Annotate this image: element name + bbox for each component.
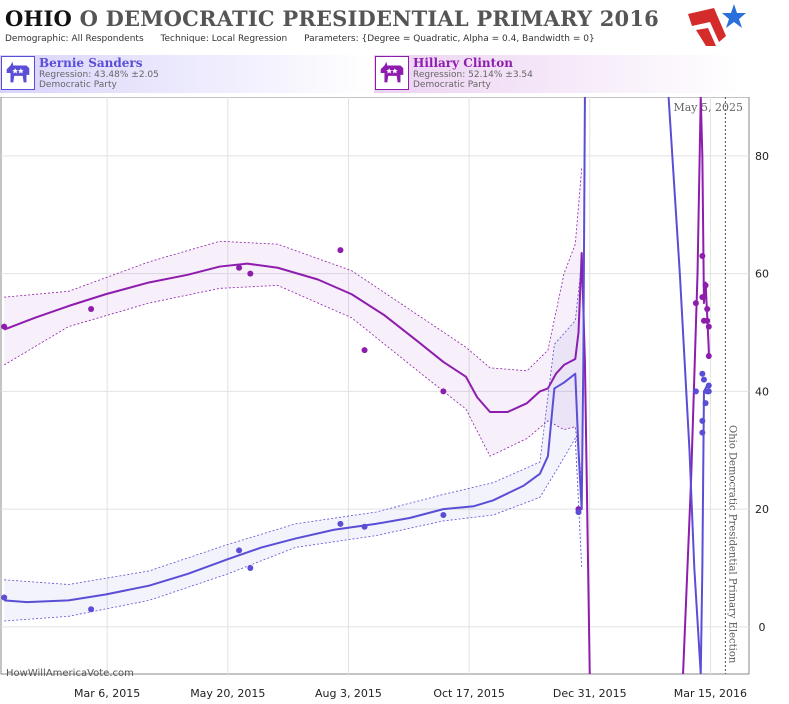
state-name: OHIO bbox=[5, 6, 73, 31]
candidate-regression-hillary: Regression: 52.14% ±3.54 bbox=[413, 70, 533, 80]
poll-point-sanders bbox=[236, 547, 243, 554]
candidate-party-hillary: Democratic Party bbox=[413, 80, 491, 90]
x-tick-label: Oct 17, 2015 bbox=[433, 687, 505, 700]
site-watermark: HowWillAmericaVote.com bbox=[6, 668, 134, 679]
poll-point-sanders bbox=[337, 520, 344, 527]
technique-value: Local Regression bbox=[211, 34, 288, 44]
y-tick-label: 60 bbox=[755, 268, 769, 281]
poll-point-clinton bbox=[704, 305, 711, 312]
poll-point-sanders bbox=[700, 376, 707, 383]
race-title: O DEMOCRATIC PRESIDENTIAL PRIMARY 2016 bbox=[79, 6, 659, 31]
parameters-label: Parameters: bbox=[304, 34, 359, 44]
candidate-regression-bernie: Regression: 43.48% ±2.05 bbox=[39, 70, 159, 80]
trend-line-clinton bbox=[3, 252, 591, 674]
poll-point-sanders bbox=[1, 594, 8, 601]
x-tick-label: Mar 15, 2016 bbox=[674, 687, 747, 700]
poll-point-sanders bbox=[692, 388, 699, 395]
page-title: OHIO O DEMOCRATIC PRESIDENTIAL PRIMARY 2… bbox=[5, 6, 659, 31]
poll-point-clinton bbox=[1, 323, 8, 330]
technique-label: Technique: bbox=[160, 34, 209, 44]
x-tick-label: Dec 31, 2015 bbox=[553, 687, 627, 700]
poll-point-clinton bbox=[705, 323, 712, 330]
candidate-legend-hillary: Hillary Clinton Regression: 52.14% ±3.54… bbox=[374, 55, 742, 93]
poll-point-sanders bbox=[361, 523, 368, 530]
date-label: May 5, 2025 bbox=[673, 101, 743, 114]
y-tick-label: 0 bbox=[759, 621, 766, 634]
x-tick-label: May 20, 2015 bbox=[190, 687, 265, 700]
trend-line-recent-clinton bbox=[682, 97, 710, 674]
confidence-band-sanders bbox=[4, 261, 582, 622]
poll-point-clinton bbox=[247, 270, 254, 277]
poll-point-clinton bbox=[440, 388, 447, 395]
candidate-name-bernie: Bernie Sanders bbox=[39, 56, 143, 70]
poll-point-clinton bbox=[702, 282, 709, 289]
poll-point-sanders bbox=[699, 417, 706, 424]
poll-point-clinton bbox=[337, 247, 344, 254]
parameters-line: Demographic: All Respondents Technique: … bbox=[5, 34, 595, 44]
star-logo-icon bbox=[688, 4, 746, 46]
poll-chart: 0 20 40 60 80 Mar 6, 2015 May 20, 2015 Aug 3, 2… bbox=[0, 97, 769, 700]
poll-point-sanders bbox=[440, 512, 447, 519]
poll-point-clinton bbox=[699, 294, 706, 301]
plot-area bbox=[0, 97, 750, 675]
poll-point-sanders bbox=[575, 509, 582, 516]
y-tick-label: 80 bbox=[755, 150, 769, 163]
x-tick-label: Aug 3, 2015 bbox=[315, 687, 382, 700]
band-lower-sanders bbox=[4, 437, 583, 622]
poll-point-clinton bbox=[692, 300, 699, 307]
poll-point-clinton bbox=[361, 347, 368, 354]
poll-point-sanders bbox=[699, 370, 706, 377]
band-upper-clinton bbox=[4, 167, 583, 372]
candidate-name-hillary: Hillary Clinton bbox=[413, 56, 513, 70]
demographic-value: All Respondents bbox=[71, 34, 144, 44]
donkey-icon bbox=[1, 56, 35, 90]
candidate-legend-bernie: Bernie Sanders Regression: 43.48% ±2.05 … bbox=[0, 55, 372, 93]
parameters-value: {Degree = Quadratic, Alpha = 0.4, Bandwi… bbox=[361, 34, 595, 44]
poll-point-clinton bbox=[88, 305, 95, 312]
poll-point-clinton bbox=[699, 252, 706, 259]
y-tick-label: 20 bbox=[755, 503, 769, 516]
y-tick-label: 40 bbox=[755, 385, 769, 398]
poll-point-sanders bbox=[247, 565, 254, 572]
demographic-label: Demographic: bbox=[5, 34, 69, 44]
band-upper-sanders bbox=[4, 261, 583, 585]
trend-line-sanders bbox=[4, 97, 586, 604]
candidate-party-bernie: Democratic Party bbox=[39, 80, 117, 90]
chart-header: OHIO O DEMOCRATIC PRESIDENTIAL PRIMARY 2… bbox=[0, 0, 789, 52]
poll-point-sanders bbox=[699, 429, 706, 436]
poll-point-sanders bbox=[705, 388, 712, 395]
poll-point-clinton bbox=[704, 317, 711, 324]
election-label: Ohio Democratic Presidential Primary Ele… bbox=[726, 425, 737, 664]
poll-point-clinton bbox=[236, 264, 243, 271]
donkey-icon bbox=[375, 56, 409, 90]
x-tick-label: Mar 6, 2015 bbox=[74, 687, 140, 700]
poll-point-sanders bbox=[705, 382, 712, 389]
poll-point-sanders bbox=[702, 400, 709, 407]
poll-point-sanders bbox=[88, 606, 95, 613]
poll-point-clinton bbox=[705, 353, 712, 360]
